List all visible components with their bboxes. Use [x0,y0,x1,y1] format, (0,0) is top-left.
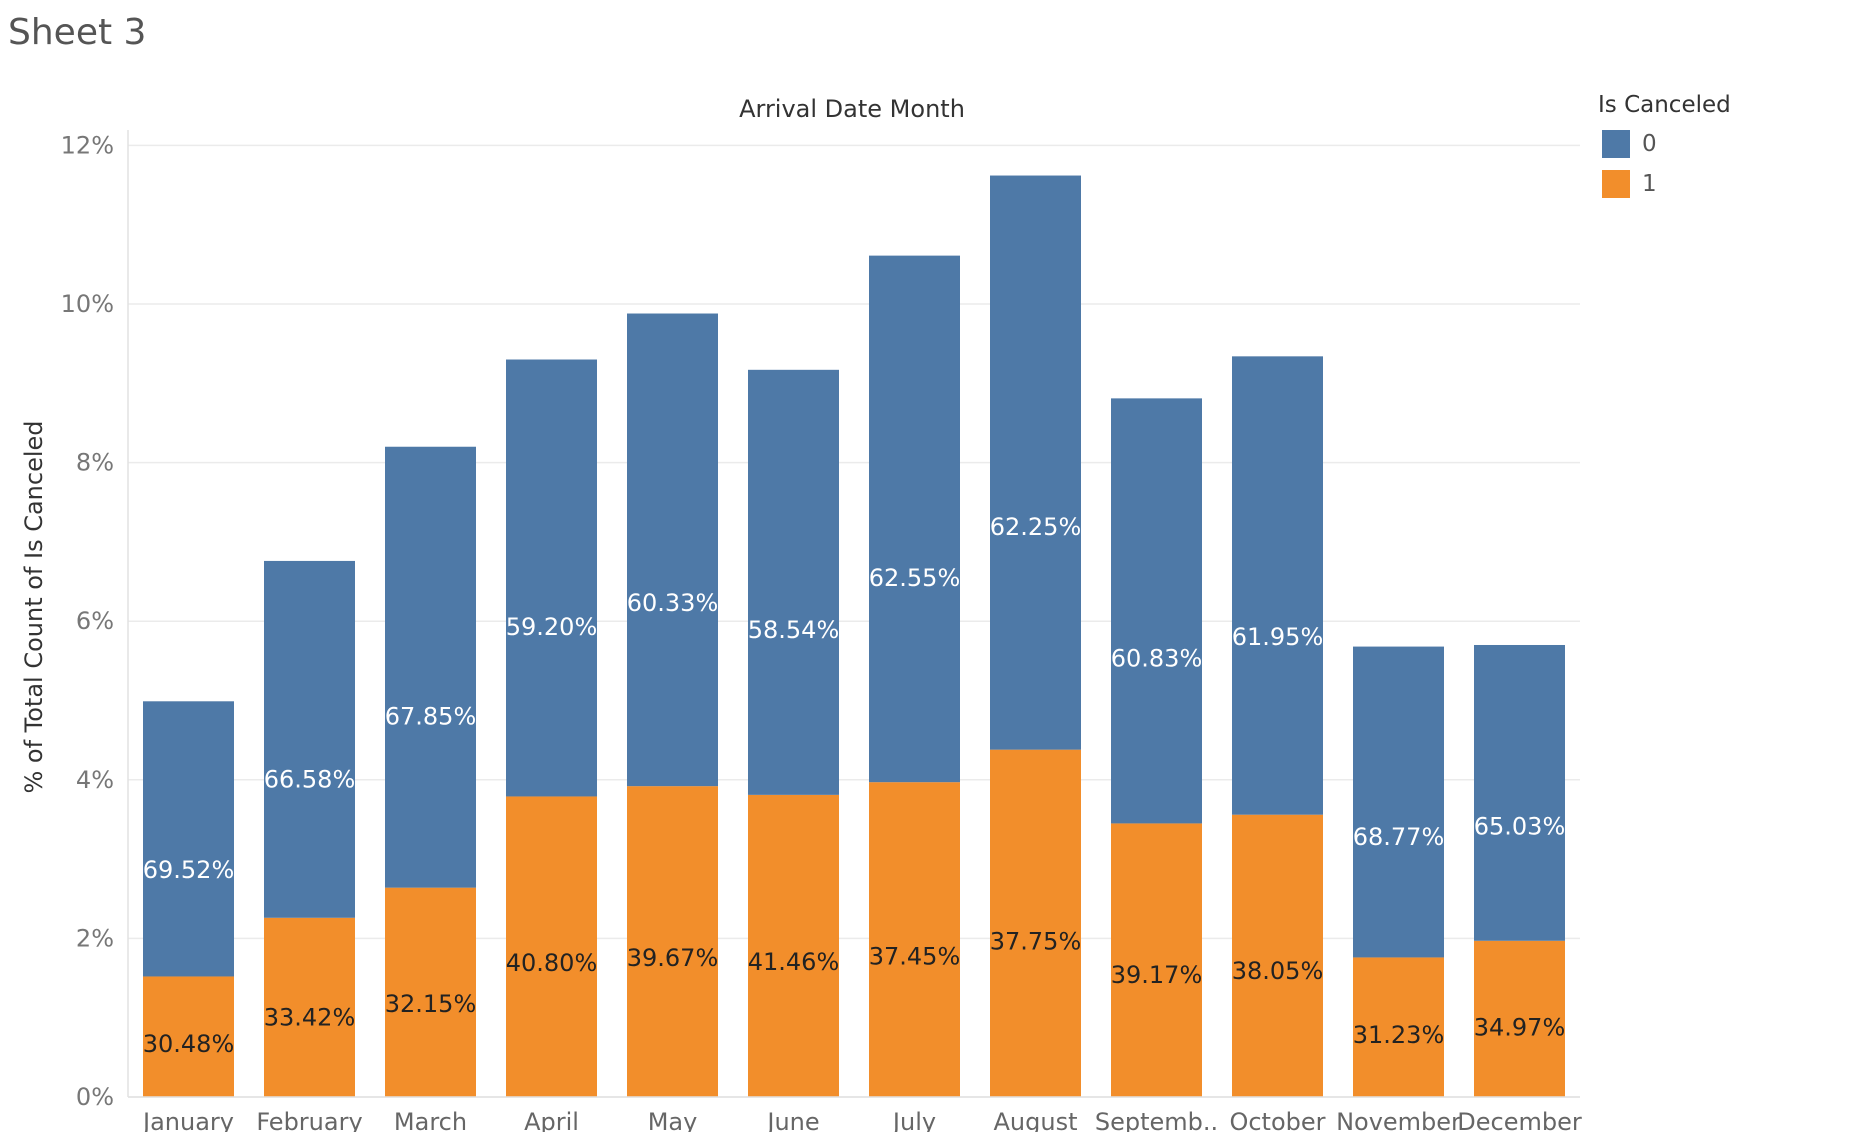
y-tick-label: 2% [76,924,114,952]
bar-label-canceled-0: 62.55% [869,564,961,592]
bar-segment-canceled-0[interactable] [748,369,839,795]
y-axis-title: % of Total Count of Is Canceled [20,420,48,793]
x-tick-label: December [1457,1108,1582,1132]
bar-segment-canceled-1[interactable] [1111,823,1202,1097]
x-tick-label: February [256,1108,362,1132]
legend-item-0[interactable]: 0 [1598,124,1731,164]
bar-labels: 69.52% 30.48% 66.58% 33.42% 67.85% 32.15% 59.2… [143,513,1566,1058]
legend-title: Is Canceled [1598,92,1731,118]
axes: 0% 2% 4% 6% 8% 10% 12% January February March Apri… [61,130,1582,1132]
bar-segment-canceled-1[interactable] [506,796,597,1097]
y-tick-label: 10% [61,290,114,318]
legend-item-1[interactable]: 1 [1598,164,1731,204]
x-tick-label: August [994,1108,1078,1132]
bar-label-canceled-0: 59.20% [506,613,598,641]
bar-segment-canceled-1[interactable] [385,887,476,1097]
bar-segment-canceled-0[interactable] [869,255,960,783]
bar-segment-canceled-0[interactable] [385,446,476,888]
y-tick-label: 8% [76,449,114,477]
bar-segment-canceled-0[interactable] [1111,398,1202,824]
x-tick-label: January [141,1108,234,1132]
bar-label-canceled-1: 39.17% [1111,961,1203,989]
bar-label-canceled-1: 39.67% [627,944,719,972]
bar-label-canceled-1: 30.48% [143,1030,235,1058]
bar-segment-canceled-1[interactable] [143,976,234,1097]
bar-segment-canceled-1[interactable] [869,782,960,1097]
bar-label-canceled-1: 31.23% [1353,1021,1445,1049]
x-tick-label: October [1229,1108,1325,1132]
bar-label-canceled-1: 38.05% [1232,957,1324,985]
bar-label-canceled-0: 61.95% [1232,623,1324,651]
bar-label-canceled-1: 41.46% [748,948,840,976]
bar-segment-canceled-0[interactable] [506,359,597,797]
legend-label-1: 1 [1642,171,1657,197]
bar-label-canceled-1: 40.80% [506,949,598,977]
y-tick-label: 6% [76,607,114,635]
bar-segment-canceled-0[interactable] [1232,356,1323,815]
bar-label-canceled-1: 33.42% [264,1003,356,1031]
bar-label-canceled-0: 66.58% [264,766,356,794]
bar-label-canceled-1: 32.15% [385,990,477,1018]
y-tick-label: 4% [76,766,114,794]
bar-label-canceled-0: 60.33% [627,589,719,617]
bar-segment-canceled-1[interactable] [627,786,718,1097]
bar-label-canceled-0: 60.83% [1111,645,1203,673]
bar-label-canceled-1: 37.45% [869,942,961,970]
sheet-title: Sheet 3 [8,12,147,53]
y-tick-label: 0% [76,1083,114,1111]
legend-label-0: 0 [1642,131,1657,157]
bar-label-canceled-0: 62.25% [990,513,1082,541]
bar-segment-canceled-1[interactable] [748,794,839,1097]
bar-segment-canceled-1[interactable] [264,917,355,1097]
bar-label-canceled-0: 69.52% [143,856,235,884]
bar-label-canceled-0: 68.77% [1353,823,1445,851]
x-tick-label: May [648,1108,698,1132]
bar-segment-canceled-0[interactable] [627,313,718,787]
legend: Is Canceled 0 1 [1598,92,1731,204]
x-tick-label: March [394,1108,467,1132]
bar-label-canceled-1: 34.97% [1474,1014,1566,1042]
chart-title: Arrival Date Month [739,95,965,123]
bar-segment-canceled-1[interactable] [1232,814,1323,1097]
bars [143,175,1565,1097]
bar-label-canceled-1: 37.75% [990,928,1082,956]
y-tick-label: 12% [61,131,114,159]
bar-segment-canceled-1[interactable] [1474,940,1565,1097]
bar-segment-canceled-0[interactable] [264,560,355,918]
bar-segment-canceled-0[interactable] [990,175,1081,750]
x-tick-label: Septemb.. [1095,1108,1218,1132]
x-tick-label: November [1336,1108,1461,1132]
bar-label-canceled-0: 67.85% [385,703,477,731]
bar-segment-canceled-1[interactable] [1353,957,1444,1097]
bar-label-canceled-0: 65.03% [1474,812,1566,840]
bar-label-canceled-0: 58.54% [748,616,840,644]
x-tick-label: June [765,1108,819,1132]
bar-segment-canceled-0[interactable] [1353,646,1444,958]
x-tick-label: July [891,1108,936,1132]
bar-segment-canceled-1[interactable] [990,749,1081,1097]
legend-swatch-0 [1602,130,1630,158]
bar-segment-canceled-0[interactable] [1474,644,1565,941]
x-tick-label: April [524,1108,579,1132]
legend-swatch-1 [1602,170,1630,198]
bar-segment-canceled-0[interactable] [143,701,234,977]
